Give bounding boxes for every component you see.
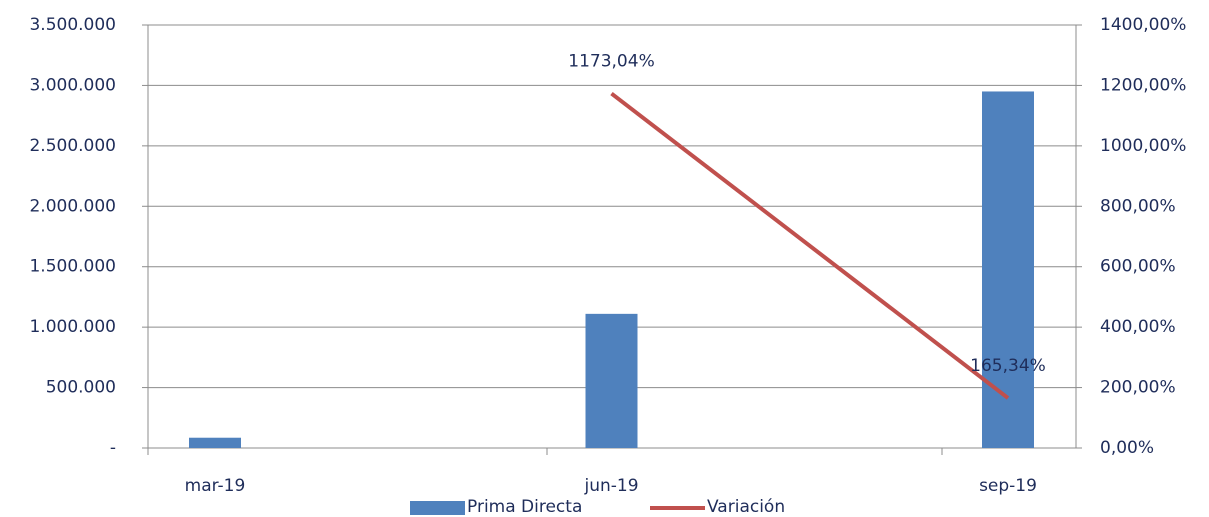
y2-tick-label: 1200,00% [1100, 75, 1186, 95]
y2-tick-label: 0,00% [1100, 438, 1154, 458]
y-tick-label: 2.500.000 [29, 136, 116, 156]
y2-tick-label: 400,00% [1100, 317, 1176, 337]
y2-tick-label: 1000,00% [1100, 136, 1186, 156]
y-tick-label: 3.500.000 [29, 15, 116, 35]
bar [982, 91, 1034, 448]
bar [189, 437, 241, 448]
y-tick-label: - [110, 438, 116, 458]
y-tick-label: 2.000.000 [29, 196, 116, 216]
y2-tick-label: 600,00% [1100, 257, 1176, 277]
y-tick-label: 1.500.000 [29, 257, 116, 277]
line [610, 91, 1010, 400]
legend-swatch [410, 501, 465, 515]
x-tick-label: sep-19 [979, 476, 1037, 496]
x-tick-label: mar-19 [185, 476, 246, 496]
data-label: 1173,04% [568, 52, 654, 72]
legend-label: Prima Directa [467, 497, 582, 517]
y-tick-label: 500.000 [46, 378, 116, 398]
y-tick-label: 1.000.000 [29, 317, 116, 337]
y2-tick-label: 200,00% [1100, 378, 1176, 398]
data-label: 165,34% [970, 356, 1046, 376]
bar [585, 313, 638, 448]
y-tick-label: 3.000.000 [29, 75, 116, 95]
y2-tick-label: 800,00% [1100, 196, 1176, 216]
x-tick-label: jun-19 [583, 476, 638, 496]
y2-tick-label: 1400,00% [1100, 15, 1186, 35]
legend-label: Variación [707, 497, 785, 517]
